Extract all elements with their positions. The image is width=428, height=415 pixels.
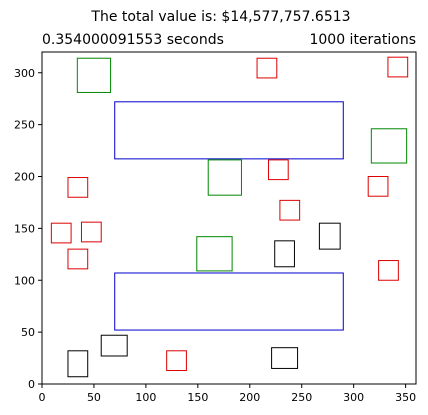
rectangle-15 <box>378 260 399 281</box>
timing-label: 0.354000091553 seconds <box>42 32 224 48</box>
x-tick-label-5: 250 <box>291 391 312 404</box>
rectangle-17 <box>318 222 341 250</box>
iterations-label: 1000 iterations <box>309 32 416 48</box>
rectangle-1 <box>114 272 344 331</box>
y-tick-label-2: 100 <box>14 274 35 287</box>
rectangle-21 <box>271 347 299 369</box>
x-tick-label-1: 50 <box>87 391 101 404</box>
rectangle-4 <box>207 159 242 196</box>
rectangle-8 <box>267 159 289 181</box>
rectangle-3 <box>370 128 408 164</box>
rectangle-18 <box>274 240 295 268</box>
x-tick-label-4: 200 <box>239 391 260 404</box>
rectangle-5 <box>196 236 233 272</box>
y-tick-label-1: 50 <box>21 326 35 339</box>
rectangle-9 <box>367 176 389 197</box>
rectangle-14 <box>67 248 89 270</box>
x-tick-label-7: 350 <box>395 391 416 404</box>
rectangle-10 <box>67 177 89 198</box>
rectangle-13 <box>80 221 102 243</box>
plot-marks <box>50 56 409 378</box>
y-tick-label-4: 200 <box>14 171 35 184</box>
y-tick-label-5: 250 <box>14 119 35 132</box>
y-tick-label-3: 150 <box>14 222 35 235</box>
rectangle-0 <box>114 101 344 160</box>
y-axis: 0 50 100 150 200 250 300 <box>14 67 42 391</box>
y-tick-label-6: 300 <box>14 67 35 80</box>
x-tick-label-2: 100 <box>135 391 156 404</box>
rectangle-2 <box>76 57 112 93</box>
x-axis: 0 50 100 150 200 250 300 350 <box>39 384 416 404</box>
rectangle-6 <box>256 57 278 79</box>
plot-frame <box>41 51 417 385</box>
rectangle-16 <box>166 350 187 372</box>
x-tick-label-6: 300 <box>343 391 364 404</box>
y-tick-label-0: 0 <box>28 378 35 391</box>
rectangle-12 <box>50 222 72 244</box>
rectangle-20 <box>67 350 89 378</box>
x-tick-label-3: 150 <box>187 391 208 404</box>
rectangle-7 <box>387 56 409 78</box>
rectangle-11 <box>279 199 301 221</box>
rectangle-19 <box>100 334 128 357</box>
x-tick-label-0: 0 <box>39 391 46 404</box>
chart-title: The total value is: $14,577,757.6513 <box>90 9 350 25</box>
